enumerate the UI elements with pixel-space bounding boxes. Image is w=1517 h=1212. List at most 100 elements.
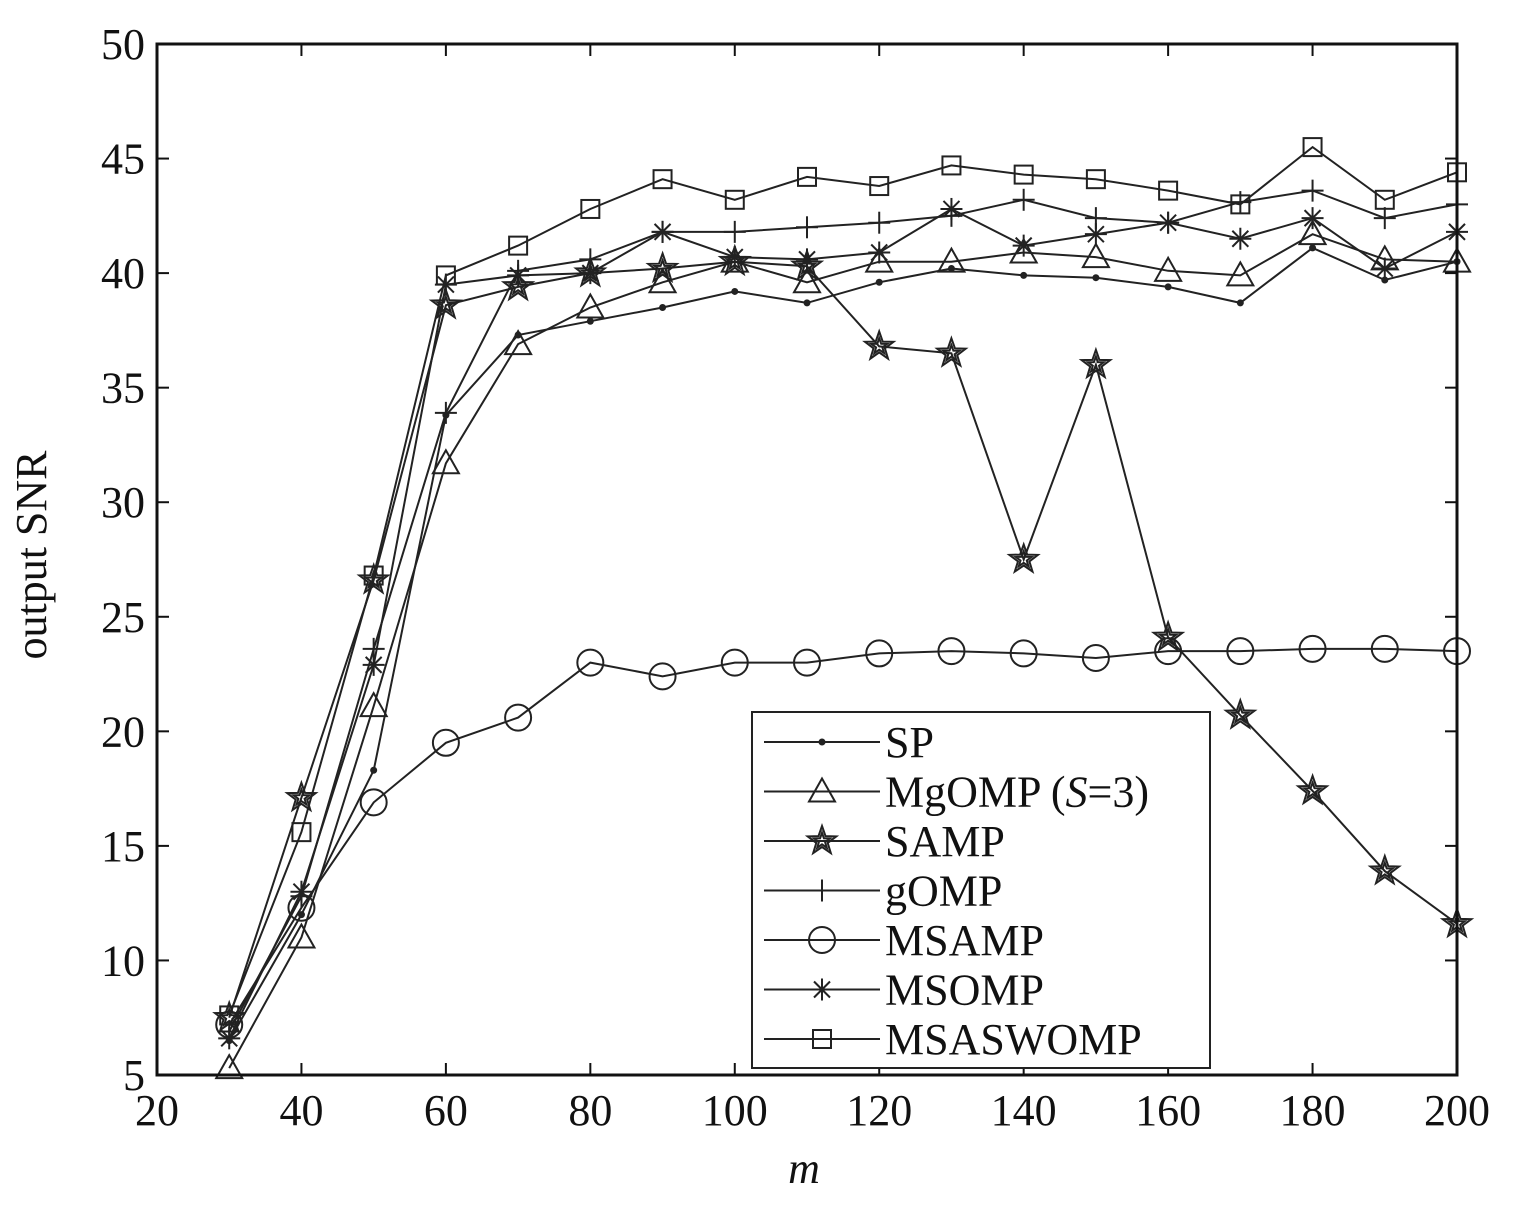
y-axis-title: output SNR <box>7 450 56 660</box>
data-point <box>286 922 317 949</box>
series-mgomp-s-3- <box>214 219 1472 1080</box>
data-point <box>1009 639 1038 668</box>
legend-label: SAMP <box>885 817 1005 866</box>
data-point <box>1020 271 1028 279</box>
data-point <box>1373 257 1396 280</box>
series-line <box>228 189 1458 1032</box>
data-point <box>1164 283 1172 291</box>
legend-marker <box>812 1029 832 1049</box>
x-tick-label: 160 <box>1135 1086 1201 1135</box>
series-line <box>228 145 1458 1016</box>
data-point <box>647 267 678 294</box>
y-tick-label: 50 <box>101 20 145 69</box>
data-point <box>1013 164 1034 185</box>
data-point <box>434 401 457 424</box>
data-point <box>1309 244 1317 252</box>
data-point <box>645 250 680 284</box>
x-tick-label: 60 <box>424 1086 468 1135</box>
y-tick-label: 40 <box>101 249 145 298</box>
x-tick-label: 180 <box>1280 1086 1346 1135</box>
data-point <box>1078 346 1114 380</box>
y-tick-label: 5 <box>123 1051 145 1100</box>
data-point <box>1081 242 1111 269</box>
x-axis-title: m <box>788 1144 820 1193</box>
x-tick-label: 100 <box>702 1086 768 1135</box>
data-point <box>796 248 818 271</box>
data-point <box>1236 299 1244 307</box>
legend-label: gOMP <box>885 867 1002 916</box>
legend-entry: SAMP <box>764 817 1005 866</box>
data-point <box>1302 137 1323 158</box>
y-tick-label: 10 <box>101 936 145 985</box>
legend-entry: MSAMP <box>764 916 1044 965</box>
data-point <box>651 220 674 243</box>
data-point <box>648 662 677 691</box>
series-line <box>228 246 1458 1042</box>
data-point <box>586 317 594 325</box>
data-point <box>359 788 388 817</box>
data-point <box>1158 180 1179 201</box>
data-point <box>1225 260 1256 287</box>
data-point <box>1301 207 1324 230</box>
data-point <box>1012 234 1035 257</box>
legend-entry: SP <box>764 718 934 767</box>
data-point <box>1223 697 1258 730</box>
y-tick-label: 25 <box>101 593 145 642</box>
data-point <box>297 911 305 919</box>
y-tick-label: 15 <box>101 822 145 871</box>
data-point <box>868 241 891 264</box>
data-point <box>724 189 745 210</box>
data-point <box>947 265 955 273</box>
data-point <box>1012 188 1035 211</box>
data-point <box>936 246 967 273</box>
legend-entry: gOMP <box>764 867 1002 916</box>
data-point <box>875 278 883 286</box>
x-tick-label: 40 <box>279 1086 323 1135</box>
data-point <box>793 648 821 677</box>
data-point <box>291 822 312 843</box>
data-point <box>1229 227 1252 250</box>
legend-marker <box>804 822 840 856</box>
y-tick-label: 45 <box>101 135 145 184</box>
data-point <box>219 1005 240 1026</box>
data-point <box>435 265 456 286</box>
data-point <box>1092 274 1100 282</box>
data-point <box>862 328 897 362</box>
data-point <box>1367 853 1402 886</box>
data-point <box>941 155 962 176</box>
data-point <box>431 448 461 475</box>
legend-label: MSASWOMP <box>885 1015 1142 1064</box>
series-line <box>228 207 1458 1039</box>
series-sp <box>225 244 1461 1045</box>
data-point <box>934 335 969 368</box>
data-point <box>723 246 746 269</box>
data-point <box>731 287 739 295</box>
data-point <box>507 264 530 287</box>
data-point <box>1373 207 1396 230</box>
data-point <box>508 235 529 256</box>
data-point <box>1154 637 1183 666</box>
data-point <box>504 703 533 732</box>
y-tick-label: 35 <box>101 364 145 413</box>
legend-label: MgOMP (S=3) <box>885 768 1149 817</box>
data-point <box>363 565 384 586</box>
data-point <box>580 198 601 219</box>
series-line <box>228 233 1458 1069</box>
data-point <box>1298 634 1327 663</box>
data-point <box>290 880 313 903</box>
data-point <box>1157 211 1180 234</box>
data-point <box>803 299 811 307</box>
legend-marker <box>811 978 833 1001</box>
data-point <box>370 766 378 774</box>
data-point <box>865 639 894 668</box>
plot-frame <box>155 42 1459 1077</box>
data-point <box>937 637 966 666</box>
data-point <box>659 303 667 311</box>
data-point <box>1230 194 1251 215</box>
data-point <box>218 1027 241 1050</box>
x-tick-label: 140 <box>991 1086 1057 1135</box>
data-point <box>431 728 460 757</box>
data-point <box>1085 169 1106 190</box>
data-point <box>792 267 822 294</box>
